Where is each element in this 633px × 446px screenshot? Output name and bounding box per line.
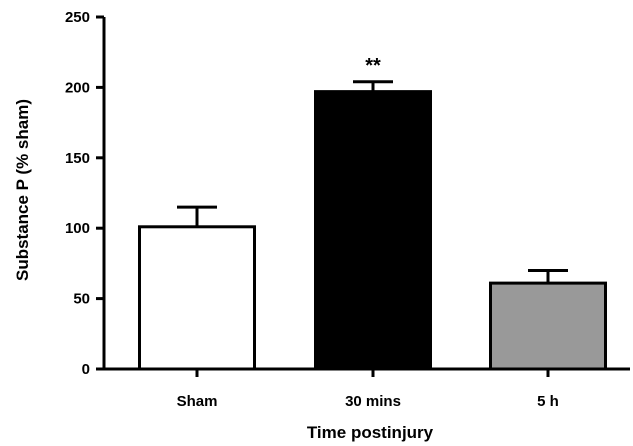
- y-tick-label: 0: [82, 361, 90, 378]
- bar-30-mins: [314, 90, 432, 371]
- y-tick-label: 150: [65, 150, 90, 167]
- plot-area: 0 50 100 150 200 250 Sham 30 mins ** 5 h: [65, 9, 630, 410]
- y-tick-label: 100: [65, 220, 90, 237]
- x-tick-label: 5 h: [537, 393, 559, 410]
- bar-sham: [138, 225, 256, 371]
- y-tick-label: 250: [65, 9, 90, 26]
- bar-5-h: [489, 281, 607, 371]
- y-axis-title: Substance P (% sham): [13, 99, 32, 281]
- significance-annotation: **: [365, 55, 381, 77]
- x-tick-label: Sham: [177, 393, 218, 410]
- y-tick-label: 50: [73, 291, 90, 308]
- x-tick-label: 30 mins: [345, 393, 401, 410]
- y-tick-label: 200: [65, 79, 90, 96]
- x-axis-title: Time postinjury: [307, 423, 434, 442]
